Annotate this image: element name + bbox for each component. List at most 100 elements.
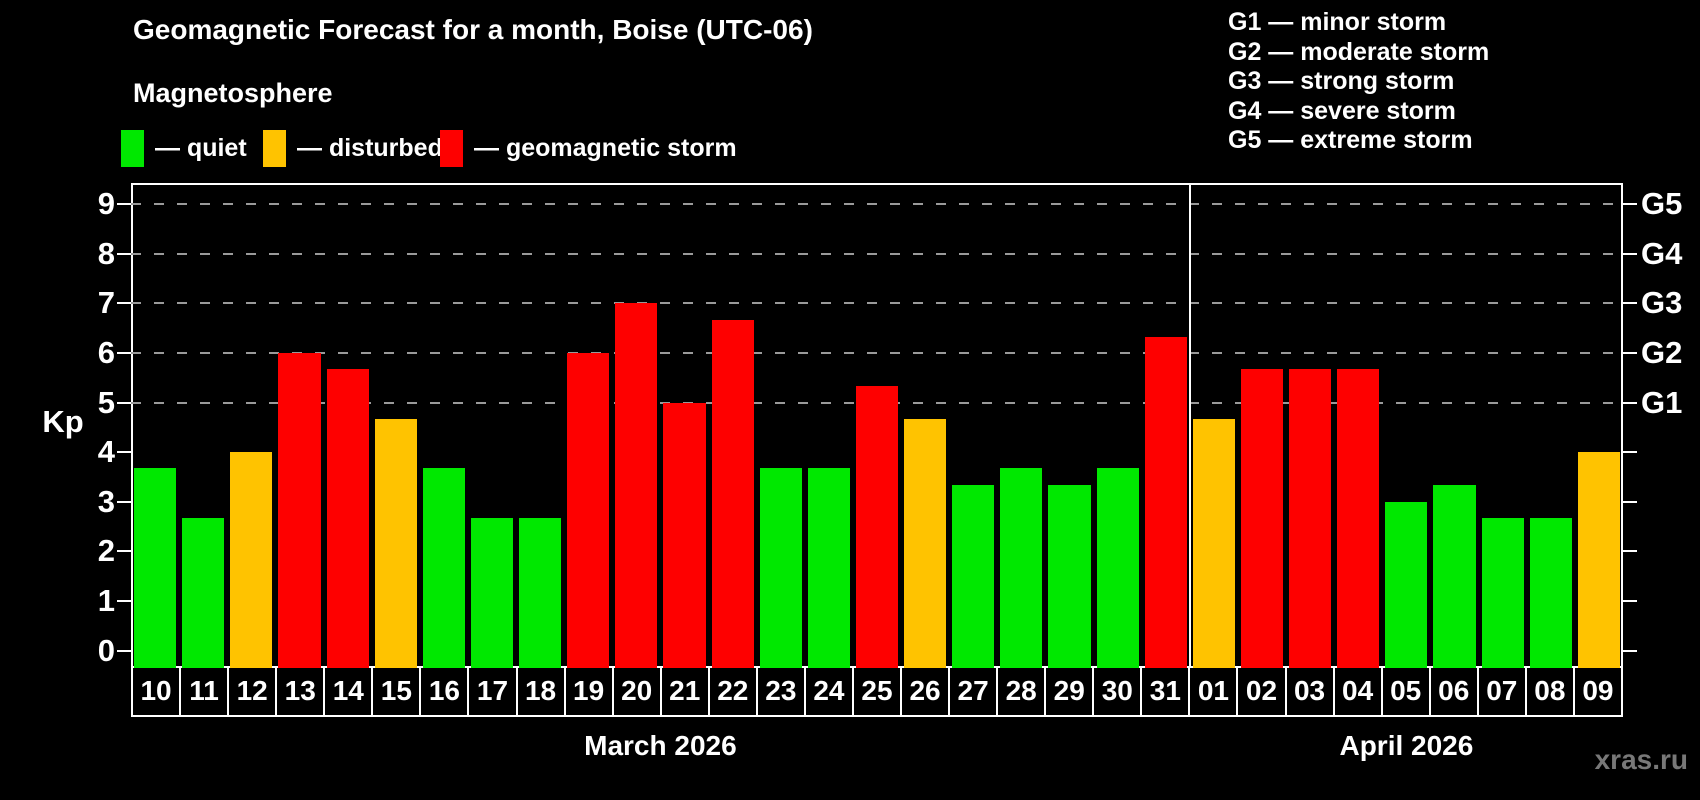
legend-item-storm: — geomagnetic storm xyxy=(440,130,737,167)
y-axis-tick-right xyxy=(1623,649,1637,652)
y-axis-tick-right xyxy=(1623,599,1637,602)
bar-day-16 xyxy=(422,468,465,668)
y-axis-label: 8 xyxy=(97,235,115,271)
y-axis-label: 1 xyxy=(97,582,115,618)
y-axis-title: Kp xyxy=(42,404,84,439)
gridline-kp-9 xyxy=(131,203,1623,206)
y-axis-label: 9 xyxy=(97,186,115,222)
day-label: 04 xyxy=(1335,668,1383,715)
storm-color-swatch xyxy=(440,130,463,167)
day-axis-row: 10 11 12 13 14 15 16 17 18 19 20 21 22 23 24 25 26 27 28 29… xyxy=(131,666,1623,717)
day-label: 03 xyxy=(1287,668,1335,715)
y-axis-tick-right xyxy=(1623,302,1637,305)
y-axis-tick-left xyxy=(117,649,131,652)
right-axis-label-g5: G5 xyxy=(1641,186,1683,222)
bar-day-11 xyxy=(182,518,225,668)
bar-day-09 xyxy=(1577,452,1620,668)
watermark: xras.ru xyxy=(1594,744,1688,775)
bar-day-20 xyxy=(615,303,658,668)
day-label: 12 xyxy=(229,668,278,715)
bar-day-13 xyxy=(278,352,321,668)
bar-day-17 xyxy=(470,518,514,668)
g-scale-line-g2: G2 — moderate storm xyxy=(1228,37,1490,66)
day-label: 20 xyxy=(614,668,662,715)
y-axis-tick-left xyxy=(117,252,131,255)
y-axis-tick-right xyxy=(1623,203,1637,206)
bar-day-30 xyxy=(1096,468,1139,668)
day-label: 27 xyxy=(950,668,999,715)
bar-day-21 xyxy=(663,402,706,668)
day-label: 07 xyxy=(1479,668,1527,715)
day-label: 13 xyxy=(277,668,326,715)
legend-item-quiet: — quiet xyxy=(121,130,247,167)
bar-day-25 xyxy=(855,386,899,668)
day-label: 28 xyxy=(998,668,1047,715)
y-axis-tick-right xyxy=(1623,500,1637,503)
y-axis-tick-right xyxy=(1623,252,1637,255)
gridline-kp-8 xyxy=(131,252,1623,255)
day-label: 05 xyxy=(1383,668,1431,715)
day-label: 06 xyxy=(1431,668,1479,715)
right-axis-label-g4: G4 xyxy=(1641,235,1683,271)
bar-day-14 xyxy=(326,369,369,668)
day-label: 10 xyxy=(133,668,182,715)
bar-day-08 xyxy=(1529,518,1572,668)
chart-title: Geomagnetic Forecast for a month, Boise … xyxy=(133,14,813,45)
y-axis-tick-right xyxy=(1623,550,1637,553)
legend-label-quiet: — quiet xyxy=(155,134,247,162)
day-label: 23 xyxy=(758,668,806,715)
y-axis-label: 2 xyxy=(97,533,115,569)
day-label: 15 xyxy=(373,668,422,715)
bar-day-24 xyxy=(807,468,850,668)
day-label: 21 xyxy=(662,668,710,715)
day-label: 25 xyxy=(854,668,902,715)
y-axis-tick-left xyxy=(117,203,131,206)
y-axis-tick-left xyxy=(117,302,131,305)
y-axis-tick-left xyxy=(117,500,131,503)
bar-day-06 xyxy=(1433,485,1476,668)
y-axis-tick-left xyxy=(117,351,131,354)
legend-label-disturbed: — disturbed xyxy=(297,134,443,162)
day-label: 08 xyxy=(1527,668,1575,715)
day-label: 22 xyxy=(710,668,758,715)
y-axis-tick-right xyxy=(1623,351,1637,354)
bar-day-18 xyxy=(519,518,562,668)
day-label: 01 xyxy=(1190,668,1239,715)
month-separator xyxy=(1188,183,1191,666)
y-axis-label: 7 xyxy=(97,285,115,321)
bar-day-28 xyxy=(1000,468,1043,668)
bar-day-02 xyxy=(1240,369,1284,668)
g-scale-line-g5: G5 — extreme storm xyxy=(1228,126,1473,155)
quiet-color-swatch xyxy=(121,130,144,167)
day-label: 24 xyxy=(806,668,854,715)
right-axis-label-g3: G3 xyxy=(1641,285,1683,321)
y-axis-tick-left xyxy=(117,599,131,602)
bar-day-31 xyxy=(1144,336,1187,668)
y-axis-tick-right xyxy=(1623,401,1637,404)
month-label-march: March 2026 xyxy=(584,730,737,761)
right-axis-label-g1: G1 xyxy=(1641,384,1683,420)
g-scale-legend: G1 — minor storm G2 — moderate storm G3 … xyxy=(1228,8,1489,156)
bar-day-10 xyxy=(134,468,177,668)
y-axis-label: 4 xyxy=(97,434,115,470)
y-axis-tick-left xyxy=(117,550,131,553)
y-axis-label: 0 xyxy=(97,632,115,668)
day-label: 29 xyxy=(1046,668,1095,715)
day-label: 02 xyxy=(1238,668,1287,715)
y-axis-label: 5 xyxy=(97,384,115,420)
day-label: 09 xyxy=(1582,675,1614,706)
month-label-april: April 2026 xyxy=(1339,730,1474,761)
bar-day-27 xyxy=(952,485,995,668)
bar-day-29 xyxy=(1048,485,1091,668)
bar-day-12 xyxy=(230,452,273,668)
g-scale-line-g4: G4 — severe storm xyxy=(1228,96,1456,125)
bar-day-03 xyxy=(1289,369,1332,668)
day-label: 17 xyxy=(469,668,518,715)
bar-day-26 xyxy=(904,418,947,668)
day-label: 19 xyxy=(566,668,614,715)
disturbed-color-swatch xyxy=(263,130,286,167)
y-axis-tick-left xyxy=(117,401,131,404)
day-label: 11 xyxy=(181,668,230,715)
bar-day-01 xyxy=(1192,418,1235,668)
bar-day-22 xyxy=(711,319,754,668)
